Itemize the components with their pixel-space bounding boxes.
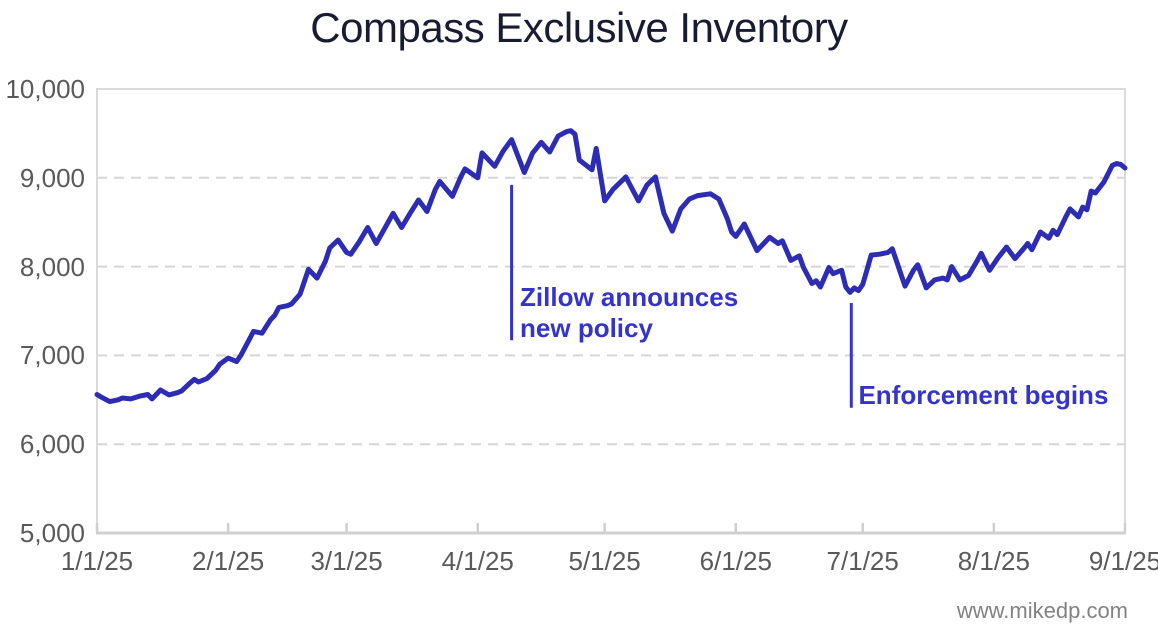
y-tick-label: 6,000	[19, 429, 85, 460]
x-tick-label: 9/1/25	[1088, 546, 1158, 576]
chart-title: Compass Exclusive Inventory	[310, 4, 848, 51]
y-tick-label: 7,000	[19, 340, 85, 371]
x-tick-label: 5/1/25	[568, 546, 641, 576]
annotation-zillow-announces: Zillow announces new policy	[520, 282, 738, 344]
y-tick-label: 5,000	[19, 518, 85, 548]
watermark: www.mikedp.com	[956, 598, 1128, 623]
annotation-text-line: Enforcement begins	[858, 380, 1109, 411]
x-tick-label: 8/1/25	[957, 546, 1030, 576]
x-tick-label: 2/1/25	[191, 546, 265, 576]
x-tick-label: 3/1/25	[310, 546, 383, 576]
x-tick-label: 6/1/25	[699, 546, 772, 576]
y-tick-label: 10,000	[5, 74, 85, 104]
x-tick-label: 1/1/25	[60, 546, 134, 576]
inventory-line-series	[94, 128, 1128, 405]
annotation-text-line: Zillow announces	[520, 281, 739, 312]
annotation-enforcement-begins: Enforcement begins	[858, 380, 1108, 411]
x-tick-label: 4/1/25	[441, 546, 514, 576]
y-tick-label: 9,000	[19, 162, 85, 193]
y-tick-label: 8,000	[19, 251, 85, 282]
plot-border	[96, 88, 1126, 533]
x-tick-label: 7/1/25	[826, 546, 899, 576]
annotation-text-line: new policy	[520, 312, 653, 343]
